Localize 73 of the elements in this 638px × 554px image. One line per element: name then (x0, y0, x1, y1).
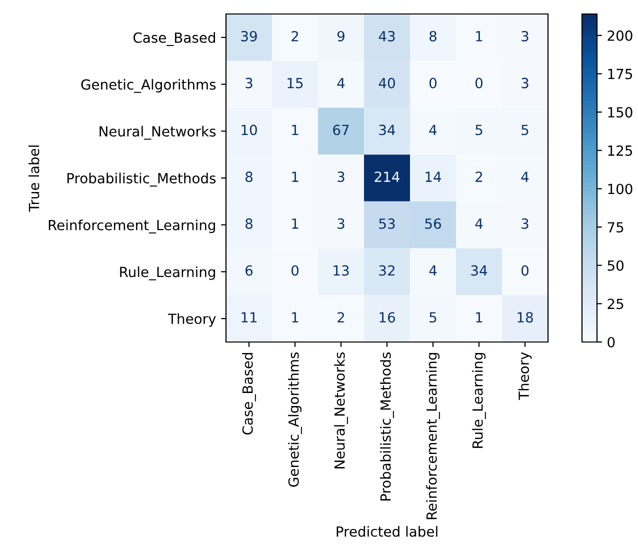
color-bar-label: 75 (608, 222, 624, 233)
data-label: 0 (521, 265, 528, 276)
data-label: 1 (292, 218, 298, 229)
data-label: 10 (242, 124, 257, 136)
data-label: 0 (429, 78, 436, 88)
color-bar-label: 50 (608, 260, 624, 271)
data-label: 4 (429, 265, 437, 276)
data-label: 8 (246, 172, 252, 182)
y-tick-label: Probabilistic_Methods (67, 172, 216, 187)
data-label: 43 (378, 30, 395, 42)
data-label: 53 (379, 218, 395, 229)
data-label: 34 (471, 265, 488, 276)
color-bar-label: 175 (608, 68, 632, 80)
data-label: 2 (338, 312, 344, 322)
x-tick-label: Genetic_Algorithms (288, 352, 302, 487)
x-tick-label: Rule_Learning (472, 352, 486, 448)
color-bar-label: 25 (608, 298, 624, 310)
data-label: 6 (246, 265, 253, 276)
data-label: 1 (292, 172, 298, 182)
y-axis-title: True label (28, 146, 40, 212)
data-label: 4 (337, 78, 345, 88)
data-label: 56 (425, 218, 441, 229)
x-tick-label: Probabilistic_Methods (380, 352, 394, 501)
data-label: 11 (242, 312, 257, 322)
data-label: 3 (338, 218, 344, 229)
color-bar-label: 0 (608, 336, 615, 348)
data-label: 14 (426, 172, 442, 182)
data-label: 8 (246, 218, 252, 229)
data-label: 1 (292, 124, 298, 135)
color-bar-label: 200 (608, 30, 632, 41)
y-tick-label: Case_Based (133, 32, 216, 46)
data-label: 9 (337, 30, 344, 42)
data-label: 2 (292, 30, 298, 42)
data-label: 4 (475, 218, 483, 229)
data-label: 40 (378, 78, 395, 88)
data-label: 5 (476, 124, 482, 136)
data-label: 15 (288, 78, 303, 88)
data-label: 67 (333, 124, 349, 136)
data-label: 2 (476, 172, 482, 182)
y-tick-label: Reinforcement_Learning (48, 220, 216, 234)
data-label: 5 (522, 124, 528, 136)
data-label: 1 (292, 312, 298, 322)
x-tick-label: Reinforcement_Learning (426, 352, 440, 520)
x-tick-label: Theory (518, 352, 532, 400)
data-label: 39 (241, 30, 257, 42)
data-label: 16 (380, 312, 395, 323)
data-label: 3 (246, 78, 252, 88)
data-label: 3 (522, 30, 528, 42)
data-label: 0 (291, 265, 298, 276)
y-tick-label: Theory (168, 313, 216, 327)
y-tick-label: Genetic_Algorithms (81, 79, 216, 93)
y-tick-label: Rule_Learning (120, 266, 216, 280)
data-label: 13 (334, 265, 349, 276)
data-label: 4 (521, 172, 529, 182)
data-label: 32 (379, 265, 394, 276)
x-axis-title: Predicted label (336, 526, 438, 537)
data-label: 1 (476, 31, 482, 42)
data-label: 0 (475, 78, 482, 88)
color-bar-label: 150 (608, 107, 632, 118)
x-tick-label: Neural_Networks (334, 352, 348, 468)
y-tick-label: Neural_Networks (100, 126, 216, 140)
data-label: 3 (522, 218, 528, 229)
data-label: 3 (522, 78, 528, 88)
data-label: 4 (429, 124, 437, 135)
data-label: 214 (374, 172, 400, 182)
data-label: 8 (430, 30, 436, 42)
color-bar-label: 125 (608, 145, 632, 156)
data-label: 3 (338, 172, 344, 182)
data-label: 34 (379, 124, 396, 136)
data-label: 5 (430, 312, 436, 323)
data-label: 18 (518, 312, 533, 323)
data-label: 1 (476, 312, 482, 322)
color-bar-label: 100 (608, 184, 632, 194)
